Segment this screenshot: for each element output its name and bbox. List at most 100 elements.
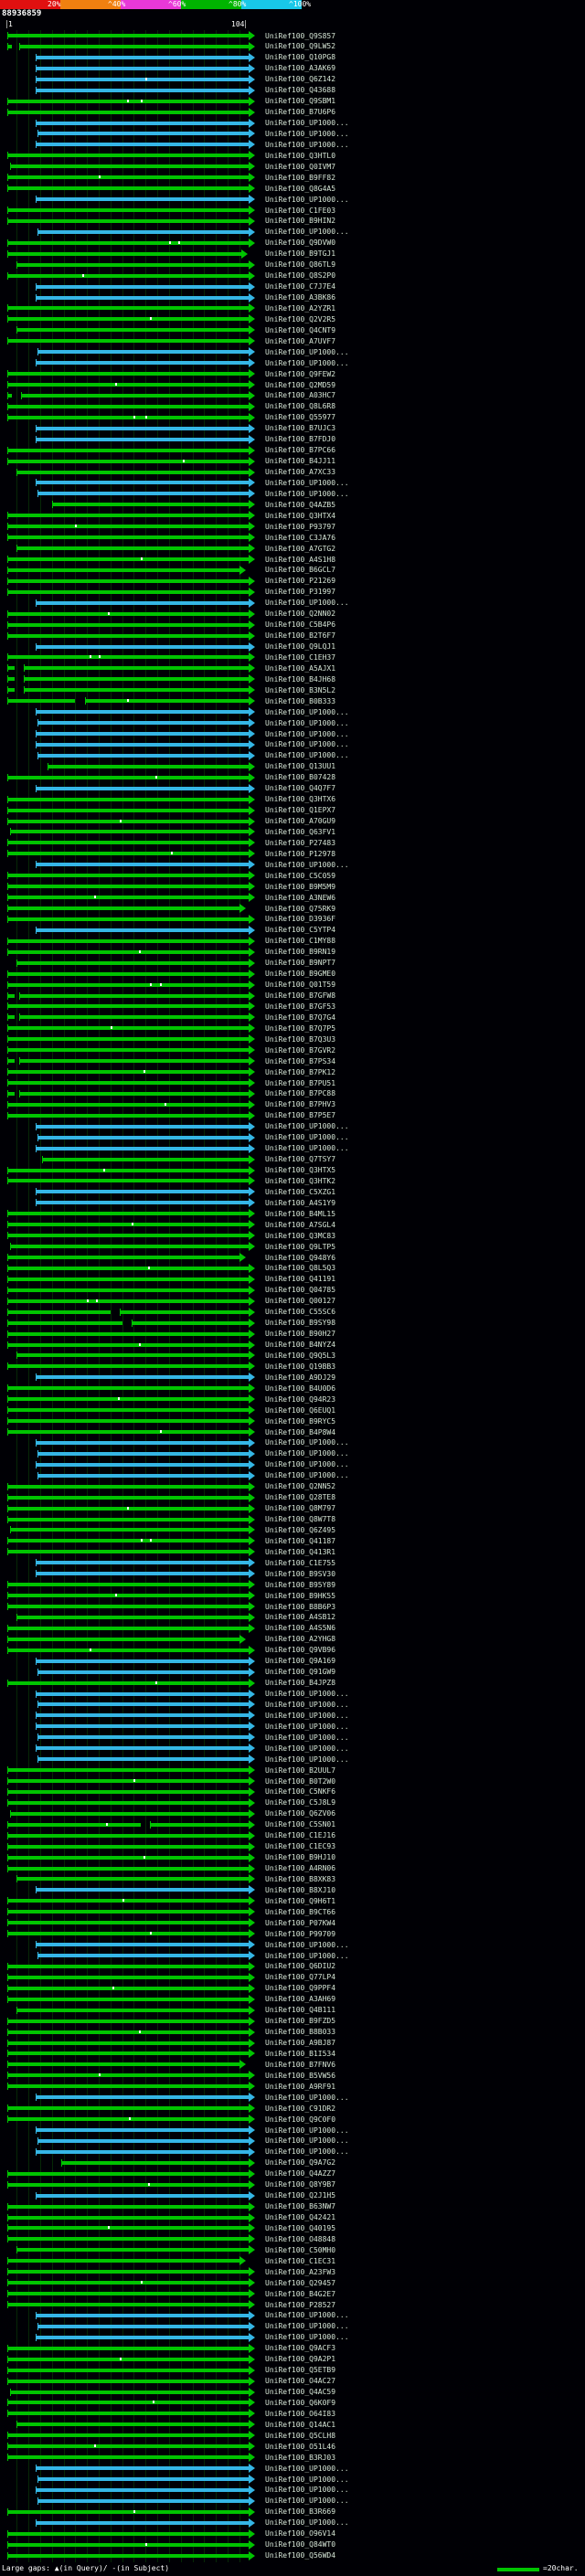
hit-label[interactable]: UniRef100_Q6ZV06 (265, 1809, 336, 1818)
hit-label[interactable]: UniRef100_B3N5L2 (265, 685, 336, 694)
hit-bar[interactable] (7, 372, 249, 376)
hit-bar[interactable] (16, 2248, 249, 2253)
hit-bar[interactable] (7, 1605, 249, 1608)
hit-label[interactable]: UniRef100_Q77LP4 (265, 1973, 336, 1982)
hit-label[interactable]: UniRef100_B7PK12 (265, 1067, 336, 1076)
hit-bar[interactable] (35, 644, 249, 649)
hit-label[interactable]: UniRef100_C7J7E4 (265, 282, 336, 292)
hit-bar[interactable] (7, 2292, 249, 2296)
hit-bar[interactable] (7, 2346, 249, 2350)
hit-bar[interactable] (7, 2041, 249, 2045)
hit-label[interactable]: UniRef100_UP1000... (265, 2093, 349, 2102)
hit-bar[interactable] (7, 1550, 249, 1554)
hit-label[interactable]: UniRef100_UP1000... (265, 129, 349, 138)
hit-label[interactable]: UniRef100_B3RJ03 (265, 2453, 336, 2462)
hit-label[interactable]: UniRef100_P93797 (265, 522, 336, 531)
hit-bar[interactable] (7, 1277, 249, 1281)
hit-bar[interactable] (7, 2509, 249, 2514)
hit-bar[interactable] (7, 885, 249, 889)
hit-label[interactable]: UniRef100_A7GTG2 (265, 544, 336, 553)
hit-label[interactable]: UniRef100_Q56WD4 (265, 2551, 336, 2560)
hit-bar[interactable] (7, 1495, 249, 1500)
hit-bar[interactable] (7, 317, 249, 322)
hit-label[interactable]: UniRef100_Q6Z495 (265, 1525, 336, 1534)
hit-bar[interactable] (35, 1572, 249, 1576)
hit-label[interactable]: UniRef100_Q8L5Q3 (265, 1264, 336, 1273)
hit-bar[interactable] (7, 2051, 249, 2056)
hit-bar[interactable] (7, 1648, 249, 1652)
hit-label[interactable]: UniRef100_B3R669 (265, 2507, 336, 2517)
hit-label[interactable]: UniRef100_UP1000... (265, 599, 349, 608)
hit-label[interactable]: UniRef100_UP1000... (265, 1722, 349, 1731)
hit-bar[interactable] (35, 77, 249, 81)
hit-bar[interactable] (7, 2444, 249, 2449)
hit-label[interactable]: UniRef100_C5YTP4 (265, 926, 336, 935)
hit-bar[interactable] (7, 154, 249, 158)
hit-bar[interactable] (7, 993, 15, 998)
hit-bar[interactable] (7, 1342, 249, 1347)
hit-bar[interactable] (9, 1245, 249, 1249)
hit-bar[interactable] (7, 2259, 239, 2263)
hit-label[interactable]: UniRef100_UP1000... (265, 2125, 349, 2135)
hit-label[interactable]: UniRef100_UP1000... (265, 707, 349, 716)
hit-bar[interactable] (35, 928, 249, 932)
hit-bar[interactable] (7, 1910, 249, 1914)
hit-label[interactable]: UniRef100_UP1000... (265, 2311, 349, 2320)
hit-bar[interactable] (7, 2062, 239, 2067)
hit-label[interactable]: UniRef100_B7FNV6 (265, 2060, 336, 2069)
hit-label[interactable]: UniRef100_B4JPZ8 (265, 1679, 336, 1688)
hit-bar[interactable] (7, 1364, 249, 1369)
hit-bar[interactable] (7, 1091, 15, 1096)
hit-label[interactable]: UniRef100_C91DR2 (265, 2104, 336, 2113)
hit-bar[interactable] (7, 273, 249, 278)
hit-label[interactable]: UniRef100_B9HIN2 (265, 217, 336, 226)
hit-label[interactable]: UniRef100_A7UVF7 (265, 336, 336, 345)
hit-label[interactable]: UniRef100_P21269 (265, 577, 336, 586)
hit-label[interactable]: UniRef100_UP1000... (265, 1951, 349, 1960)
hit-bar[interactable] (35, 1561, 249, 1565)
hit-label[interactable]: UniRef100_A4S5N6 (265, 1624, 336, 1633)
hit-label[interactable]: UniRef100_Q2V2R5 (265, 314, 336, 323)
hit-label[interactable]: UniRef100_B9TGJ1 (265, 249, 336, 259)
hit-label[interactable]: UniRef100_B4NYZ4 (265, 1341, 336, 1349)
hit-label[interactable]: UniRef100_Q9FEW2 (265, 369, 336, 378)
hit-bar[interactable] (7, 339, 249, 344)
hit-bar[interactable] (35, 1375, 249, 1380)
hit-label[interactable]: UniRef100_Q43688 (265, 86, 336, 95)
hit-label[interactable]: UniRef100_A3AK69 (265, 64, 336, 73)
hit-bar[interactable] (7, 1288, 249, 1292)
hit-label[interactable]: UniRef100_UP1000... (265, 729, 349, 738)
hit-bar[interactable] (7, 622, 249, 627)
hit-bar[interactable] (7, 874, 249, 878)
hit-label[interactable]: UniRef100_Q9SBM1 (265, 97, 336, 106)
hit-bar[interactable] (37, 1735, 249, 1740)
hit-label[interactable]: UniRef100_B95Y89 (265, 1580, 336, 1589)
hit-bar[interactable] (35, 742, 249, 747)
hit-label[interactable]: UniRef100_Q2NN52 (265, 1482, 336, 1491)
hit-bar[interactable] (7, 1048, 249, 1053)
hit-bar[interactable] (7, 1059, 15, 1064)
hit-bar[interactable] (7, 808, 249, 812)
hit-label[interactable]: UniRef100_Q3HTX5 (265, 1166, 336, 1174)
hit-bar[interactable] (37, 753, 249, 758)
hit-bar[interactable] (7, 1975, 249, 1979)
hit-label[interactable]: UniRef100_Q6DIU2 (265, 1962, 336, 1971)
hit-bar[interactable] (7, 611, 249, 616)
hit-bar[interactable] (7, 525, 249, 529)
hit-bar[interactable] (7, 208, 249, 212)
hit-bar[interactable] (7, 2531, 249, 2536)
hit-label[interactable]: UniRef100_B9HJ10 (265, 1853, 336, 1862)
hit-bar[interactable] (7, 459, 249, 463)
hit-label[interactable]: UniRef100_Q2NN02 (265, 610, 336, 619)
hit-label[interactable]: UniRef100_C55SC6 (265, 1308, 336, 1317)
hit-bar[interactable] (37, 2477, 249, 2481)
hit-bar[interactable] (23, 666, 249, 671)
hit-label[interactable]: UniRef100_UP1000... (265, 478, 349, 487)
hit-label[interactable]: UniRef100_C1EJ16 (265, 1831, 336, 1840)
hit-label[interactable]: UniRef100_A03HC7 (265, 391, 336, 400)
hit-bar[interactable] (7, 797, 249, 801)
hit-bar[interactable] (7, 404, 249, 408)
hit-bar[interactable] (7, 949, 249, 954)
hit-bar[interactable] (7, 896, 249, 900)
hit-label[interactable]: UniRef100_B7Q3U3 (265, 1034, 336, 1044)
